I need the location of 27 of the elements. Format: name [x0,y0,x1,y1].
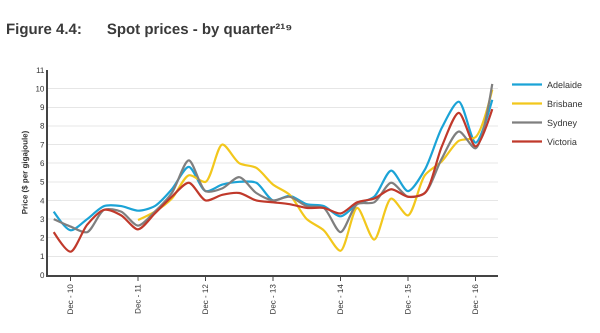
legend-label: Sydney [547,118,578,128]
y-tick-label: 6 [40,158,45,168]
y-tick-label: 1 [40,252,45,262]
x-tick-label: Dec - 11 [134,284,143,314]
y-tick-label: 5 [40,178,45,187]
x-tick-label: Dec - 16 [471,284,480,314]
line-series [136,88,494,252]
chart-title: Figure 4.4: Spot prices - by quarter²¹⁹ [6,20,292,38]
legend-label: Adelaide [547,80,582,90]
y-tick-label: 7 [40,140,45,150]
y-axis-title: Price ($ per gigajoule) [20,130,30,214]
y-tick-label: 4 [40,196,45,206]
y-tick-label: 10 [35,84,45,94]
x-tick-label: Dec - 13 [268,284,278,314]
y-tick-label: 2 [40,234,45,243]
y-tick-label: 8 [40,122,45,131]
y-tick-label: 9 [40,103,45,112]
x-tick-label: Dec - 14 [336,284,346,314]
y-tick-label: 11 [36,66,45,75]
x-tick-label: Dec - 10 [66,284,76,314]
x-tick-label: Dec - 15 [404,284,413,314]
y-tick-label: 3 [40,214,45,224]
legend-label: Victoria [547,137,577,148]
y-tick-label: 0 [40,270,45,280]
line-series [52,108,494,253]
legend-label: Brisbane [547,99,583,110]
x-tick-label: Dec - 12 [201,284,210,314]
